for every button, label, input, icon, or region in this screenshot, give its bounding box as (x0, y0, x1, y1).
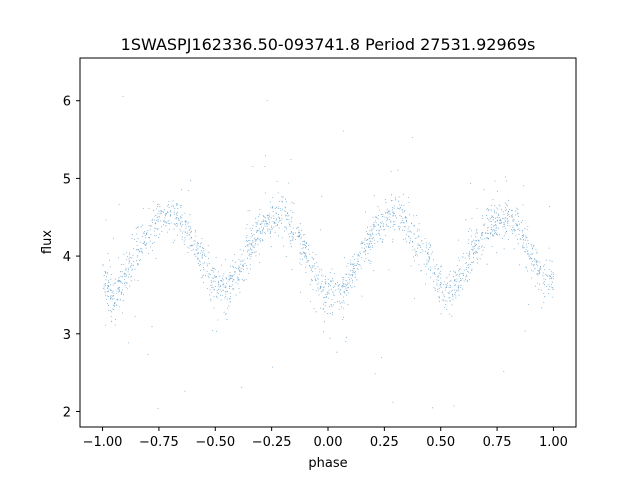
scatter-points (102, 95, 555, 410)
y-tick-label: 6 (63, 95, 71, 110)
x-tick-label: 0.50 (426, 435, 455, 450)
y-tick-label: 3 (63, 328, 71, 343)
x-tick-label: −1.00 (83, 435, 123, 450)
x-tick-label: 1.00 (539, 435, 568, 450)
x-tick-label: 0.75 (483, 435, 512, 450)
y-tick-label: 2 (63, 405, 71, 420)
x-tick-label: 0.25 (370, 435, 399, 450)
y-tick-label: 4 (63, 250, 71, 265)
x-axis-label: phase (308, 456, 347, 471)
x-tick-label: 0.00 (314, 435, 343, 450)
data-points (102, 95, 555, 410)
y-axis-ticks: 2 3 4 5 6 (63, 95, 80, 420)
y-axis-label: flux (40, 230, 55, 254)
chart-title: 1SWASPJ162336.50-093741.8 Period 27531.9… (121, 35, 536, 54)
x-tick-label: −0.75 (139, 435, 179, 450)
x-axis-ticks: −1.00 −0.75 −0.50 −0.25 0.00 0.25 0.50 0.75 1.00 (83, 427, 568, 450)
y-tick-label: 5 (63, 172, 71, 187)
x-tick-label: −0.50 (195, 435, 235, 450)
x-tick-label: −0.25 (252, 435, 292, 450)
